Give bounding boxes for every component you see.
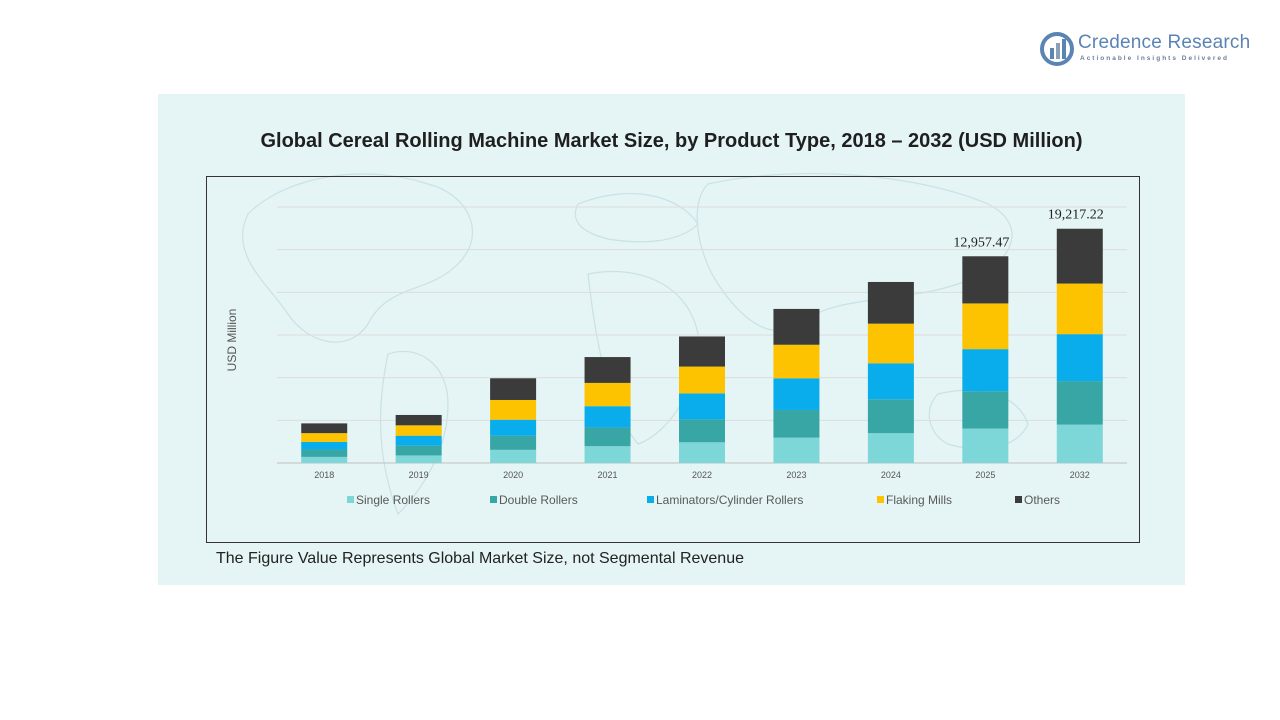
legend-swatch: [1015, 496, 1022, 503]
bar-2022-series-3: [679, 366, 725, 394]
bar-2024-series-3: [867, 323, 914, 364]
legend-label: Laminators/Cylinder Rollers: [656, 493, 803, 507]
y-axis-label: USD Million: [225, 309, 239, 372]
bar-2019-series-2: [395, 435, 442, 446]
bar-2019-series-4: [395, 414, 442, 426]
legend-label: Double Rollers: [499, 493, 578, 507]
bar-2020-series-3: [490, 399, 537, 420]
bar-2032-series-0: [1056, 424, 1103, 463]
bar-2023-series-0: [773, 437, 820, 463]
bar-2019-series-1: [395, 445, 442, 456]
bar-2022-series-4: [679, 336, 725, 367]
bar-2021-series-3: [584, 382, 631, 407]
legend-label: Single Rollers: [356, 493, 430, 507]
x-tick-label: 2020: [503, 470, 523, 480]
legend: Single Rollers Double Rollers Laminators/C…: [347, 493, 1060, 507]
bar-2032-series-4: [1056, 228, 1103, 284]
bar-2024-series-0: [867, 433, 914, 463]
bar-2023-series-4: [773, 308, 820, 345]
x-tick-label: 2018: [314, 470, 334, 480]
bar-2024-series-4: [867, 281, 914, 324]
bar-2025-series-0: [962, 428, 1009, 463]
legend-label: Others: [1024, 493, 1060, 507]
bar-2018-series-4: [301, 423, 348, 434]
bar-2024-series-2: [867, 363, 914, 400]
bar-2032-series-3: [1056, 283, 1103, 335]
bar-2023-series-2: [773, 378, 820, 410]
bar-2025-series-4: [962, 256, 1009, 304]
bar-2022-series-0: [679, 442, 725, 463]
stacked-bar-chart: 2018 2019 2020 2021 2022 2023 2024 2025 2032 12,…: [225, 206, 1127, 507]
bar-2018-series-2: [301, 441, 348, 450]
data-labels: 12,957.47 19,217.22: [953, 208, 1103, 251]
bar-2021-series-4: [584, 357, 631, 383]
x-tick-label: 2024: [881, 470, 901, 480]
data-label: 19,217.22: [1048, 208, 1104, 223]
x-tick-label: 2032: [1070, 470, 1090, 480]
x-tick-label: 2023: [786, 470, 806, 480]
bar-2022-series-1: [679, 419, 725, 443]
bar-2023-series-3: [773, 344, 820, 379]
bar-2020-series-1: [490, 435, 537, 450]
bar-2021-series-1: [584, 427, 631, 447]
brand-tagline: Actionable Insights Delivered: [1080, 55, 1230, 62]
bar-2018-series-3: [301, 433, 348, 442]
chart-frame: 2018 2019 2020 2021 2022 2023 2024 2025 2032 12,…: [206, 176, 1140, 543]
x-tick-label: 2021: [598, 470, 618, 480]
legend-swatch: [877, 496, 884, 503]
bar-2023-series-1: [773, 409, 820, 438]
legend-swatch: [490, 496, 497, 503]
brand: Credence Research Actionable Insights De…: [1040, 30, 1270, 70]
credence-logo-icon: [1040, 32, 1074, 66]
bar-2022-series-2: [679, 393, 725, 420]
x-tick-label: 2019: [409, 470, 429, 480]
brand-name: Credence Research: [1078, 32, 1251, 53]
x-tick-label: 2025: [975, 470, 995, 480]
data-label: 12,957.47: [953, 235, 1009, 250]
bar-2020-series-4: [490, 378, 537, 400]
bar-2032-series-1: [1056, 381, 1103, 425]
bar-2019-series-0: [395, 455, 442, 463]
bars: [301, 228, 1103, 463]
x-tick-labels: 2018 2019 2020 2021 2022 2023 2024 2025 2032: [314, 470, 1090, 480]
bar-2018-series-1: [301, 449, 348, 457]
chart-panel: Global Cereal Rolling Machine Market Siz…: [158, 94, 1185, 585]
bar-2020-series-2: [490, 419, 537, 436]
legend-swatch: [347, 496, 354, 503]
bar-2032-series-2: [1056, 334, 1103, 382]
bar-2025-series-1: [962, 391, 1009, 429]
chart-title: Global Cereal Rolling Machine Market Siz…: [260, 130, 1083, 152]
bar-2024-series-1: [867, 399, 914, 434]
bar-2025-series-2: [962, 349, 1009, 392]
bar-2025-series-3: [962, 303, 1009, 350]
legend-label: Flaking Mills: [886, 493, 952, 507]
bar-2020-series-0: [490, 449, 537, 463]
legend-swatch: [647, 496, 654, 503]
bar-2018-series-0: [301, 456, 348, 463]
bar-2019-series-3: [395, 425, 442, 436]
footnote: The Figure Value Represents Global Marke…: [216, 550, 744, 567]
bar-2021-series-2: [584, 406, 631, 428]
bar-2021-series-0: [584, 446, 631, 463]
x-tick-label: 2022: [692, 470, 712, 480]
